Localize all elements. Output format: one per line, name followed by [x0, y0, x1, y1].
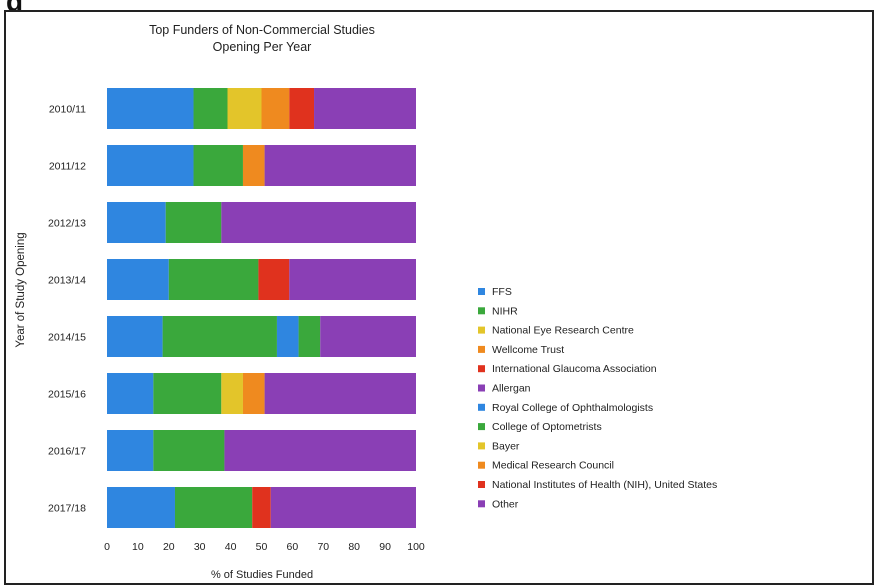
legend-label-medical-research-council: Medical Research Council	[492, 460, 614, 472]
x-tick-label: 90	[379, 541, 391, 553]
x-tick-label: 70	[317, 541, 329, 553]
x-tick-label: 100	[407, 541, 425, 553]
bar-segment-other	[264, 373, 416, 414]
legend-label-national-institutes-of-health-nih-united-states: National Institutes of Health (NIH), Uni…	[492, 479, 717, 491]
legend-label-nihr: NIHR	[492, 305, 518, 317]
y-tick-label: 2017/18	[48, 503, 86, 515]
bar-segment-nihr	[153, 430, 225, 471]
bar-segment-nihr	[193, 145, 243, 186]
bar-segment-other	[264, 145, 416, 186]
bar-segment-nihr	[153, 373, 222, 414]
bar-segment-other	[221, 202, 416, 243]
legend-swatch-nihr	[478, 307, 485, 315]
legend-swatch-other	[478, 500, 485, 508]
bar-segment-other	[320, 316, 416, 357]
bar-segment-ffs	[107, 259, 169, 300]
y-tick-label: 2011/12	[49, 161, 86, 173]
legend-label-wellcome-trust: Wellcome Trust	[492, 344, 564, 356]
bar-segment-ffs	[107, 430, 154, 471]
bar-segment-international-glaucoma-association	[252, 487, 271, 528]
bar-segment-national-eye-research-centre	[221, 373, 243, 414]
chart-title-line-1: Top Funders of Non-Commercial Studies	[149, 23, 375, 37]
legend-swatch-national-institutes-of-health-nih-united-states	[478, 481, 485, 488]
legend-swatch-allergan	[478, 384, 485, 392]
legend-swatch-national-eye-research-centre	[478, 326, 485, 334]
legend-swatch-bayer	[478, 442, 485, 450]
legend-label-international-glaucoma-association: International Glaucoma Association	[492, 363, 657, 375]
bar-segment-nihr	[165, 202, 222, 243]
y-tick-label: 2016/17	[48, 446, 86, 458]
legend-label-royal-college-of-ophthalmologists: Royal College of Ophthalmologists	[492, 402, 653, 414]
bar-segment-international-glaucoma-association	[289, 88, 315, 129]
legend-label-allergan: Allergan	[492, 383, 531, 395]
y-tick-label: 2013/14	[48, 275, 86, 287]
legend-swatch-international-glaucoma-association	[478, 365, 485, 373]
stacked-bar-chart: Top Funders of Non-Commercial Studies Op…	[15, 23, 717, 581]
bar-segment-wellcome-trust	[242, 373, 265, 414]
x-axis-label: % of Studies Funded	[211, 569, 313, 581]
bar-segment-nihr	[193, 88, 228, 129]
y-axis-label: Year of Study Opening	[15, 232, 27, 347]
x-tick-label: 80	[348, 541, 360, 553]
x-tick-label: 60	[287, 541, 299, 553]
bar-segment-international-glaucoma-association	[258, 259, 290, 300]
legend-swatch-ffs	[478, 288, 485, 295]
bar-segment-ffs	[107, 487, 175, 528]
legend-label-ffs: FFS	[492, 286, 512, 298]
chart-title-line-2: Opening Per Year	[213, 40, 312, 54]
bar-segment-ffs	[107, 373, 154, 414]
y-tick-label: 2012/13	[48, 218, 86, 230]
y-tick-labels: 2010/11 2011/12 2012/13 2013/14 2014/15 2015/…	[48, 104, 86, 515]
legend-label-college-of-optometrists: College of Optometrists	[492, 421, 602, 433]
x-tick-label: 20	[163, 541, 175, 553]
bar-segment-ffs	[107, 88, 194, 129]
legend-swatch-royal-college-of-ophthalmologists	[478, 403, 485, 411]
y-tick-label: 2010/11	[49, 104, 86, 116]
bar-segment-royal-college-of-ophthalmologists	[276, 316, 299, 357]
bar-segment-nihr	[162, 316, 277, 357]
bar-segment-other	[270, 487, 416, 528]
x-tick-label: 40	[225, 541, 237, 553]
legend-swatch-wellcome-trust	[478, 345, 485, 353]
bar-segment-wellcome-trust	[261, 88, 290, 129]
y-tick-label: 2014/15	[48, 332, 86, 344]
bar-segment-national-eye-research-centre	[227, 88, 262, 129]
bar-segment-college-of-optometrists	[298, 316, 321, 357]
bar-segment-ffs	[107, 316, 163, 357]
bar-segment-nihr	[174, 487, 253, 528]
legend-label-other: Other	[492, 498, 519, 510]
legend: FFS NIHR National Eye Research Centre Wellc…	[478, 286, 717, 510]
x-tick-label: 50	[256, 541, 268, 553]
bar-segment-ffs	[107, 145, 194, 186]
legend-swatch-college-of-optometrists	[478, 423, 485, 431]
chart-frame: Top Funders of Non-Commercial Studies Op…	[4, 10, 874, 585]
legend-label-national-eye-research-centre: National Eye Research Centre	[492, 325, 634, 337]
x-tick-label: 30	[194, 541, 206, 553]
bar-segment-wellcome-trust	[242, 145, 265, 186]
bar-segment-ffs	[107, 202, 166, 243]
bar-segment-nihr	[168, 259, 259, 300]
x-tick-labels: 0 10 20 30 40 50 60 70 80 90 100	[104, 541, 425, 553]
bar-segment-other	[224, 430, 416, 471]
bars-group	[107, 88, 416, 528]
legend-swatch-medical-research-council	[478, 461, 485, 469]
x-tick-label: 0	[104, 541, 110, 553]
y-tick-label: 2015/16	[48, 389, 86, 401]
bar-segment-other	[289, 259, 416, 300]
bar-segment-other	[314, 88, 416, 129]
x-tick-label: 10	[132, 541, 144, 553]
legend-label-bayer: Bayer	[492, 440, 520, 452]
